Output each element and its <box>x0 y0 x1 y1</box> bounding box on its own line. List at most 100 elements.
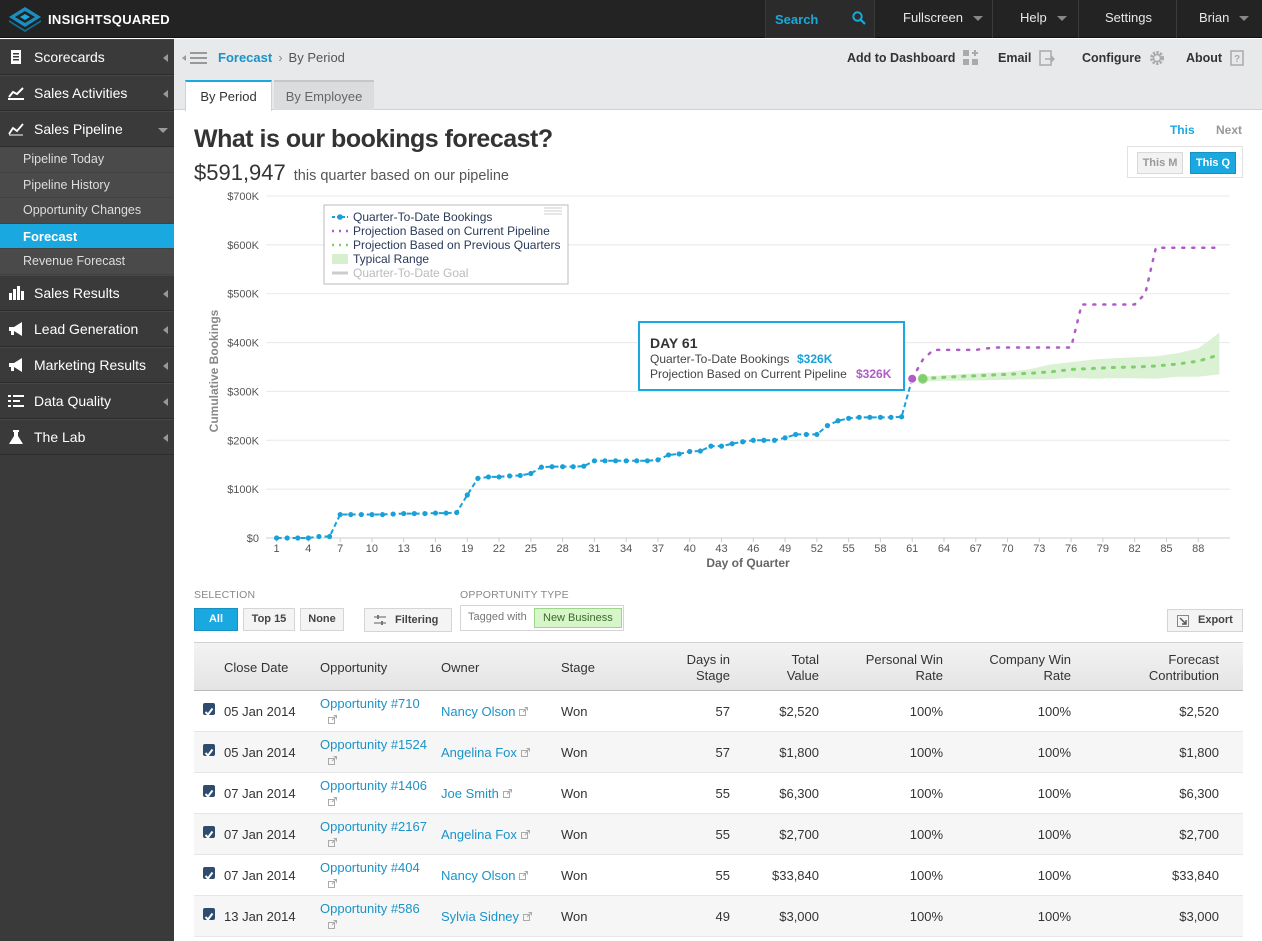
external-link-icon[interactable] <box>328 715 337 724</box>
sidebar-item-marketing-results[interactable]: Marketing Results <box>0 346 174 383</box>
col-personal-win-rate[interactable]: Personal Win Rate <box>823 652 943 684</box>
this-month-button[interactable]: This M <box>1137 152 1183 174</box>
select-top-15-button[interactable]: Top 15 <box>243 608 295 631</box>
sidebar-item-lead-generation[interactable]: Lead Generation <box>0 310 174 347</box>
owner-link[interactable]: Angelina Fox <box>441 827 530 842</box>
owner-link[interactable]: Joe Smith <box>441 786 512 801</box>
owner-link[interactable]: Nancy Olson <box>441 704 529 719</box>
owner-link[interactable]: Sylvia Sidney <box>441 909 533 924</box>
qtd-bookings-point <box>549 464 555 470</box>
period-this-link[interactable]: This <box>1169 123 1195 137</box>
settings-menu[interactable]: Settings <box>1079 0 1177 38</box>
opportunity-link[interactable]: Opportunity #404 <box>320 860 420 891</box>
sidebar-item-the-lab[interactable]: The Lab <box>0 418 174 455</box>
email-button[interactable]: Email <box>998 50 1056 66</box>
search-box[interactable]: Search <box>765 0 875 38</box>
external-link-icon[interactable] <box>523 912 533 921</box>
add-to-dashboard-button[interactable]: Add to Dashboard <box>847 50 979 66</box>
table-row[interactable]: 05 Jan 2014 Opportunity #710 Nancy Olson Wo… <box>194 691 1243 732</box>
external-link[interactable] <box>324 917 420 932</box>
row-checkbox[interactable] <box>203 785 215 799</box>
tab-by-period[interactable]: By Period <box>185 80 272 111</box>
owner-link[interactable]: Nancy Olson <box>441 868 529 883</box>
external-link-icon[interactable] <box>502 789 512 798</box>
export-button[interactable]: Export <box>1167 609 1243 632</box>
owner-link[interactable]: Angelina Fox <box>441 745 530 760</box>
search-icon[interactable] <box>852 11 866 25</box>
table-row[interactable]: 13 Jan 2014 Opportunity #586 Sylvia Sidney… <box>194 896 1243 937</box>
table-row[interactable]: 05 Jan 2014 Opportunity #1524 Angelina Fox… <box>194 732 1243 773</box>
sidebar-item-sales-pipeline[interactable]: Sales Pipeline <box>0 111 174 147</box>
user-menu[interactable]: Brian <box>1177 0 1262 38</box>
opportunity-link[interactable]: Opportunity #586 <box>320 901 420 932</box>
sidebar-item-sales-results[interactable]: Sales Results <box>0 274 174 311</box>
brand-logo[interactable]: INSIGHTSQUARED <box>8 6 170 32</box>
new-business-tag[interactable]: New Business <box>534 608 622 628</box>
col-opportunity[interactable]: Opportunity <box>320 660 388 675</box>
opportunity-link[interactable]: Opportunity #1524 <box>320 737 427 768</box>
external-link-icon[interactable] <box>328 879 337 888</box>
external-link[interactable] <box>324 835 427 850</box>
external-link-icon[interactable] <box>519 871 529 880</box>
this-quarter-button[interactable]: This Q <box>1190 152 1236 174</box>
period-next-link[interactable]: Next <box>1215 123 1242 137</box>
table-row[interactable]: 07 Jan 2014 Opportunity #404 Nancy Olson Wo… <box>194 855 1243 896</box>
row-checkbox[interactable] <box>203 826 215 840</box>
breadcrumb-forecast-link[interactable]: Forecast <box>218 50 273 65</box>
sidebar-subitem-opportunity-changes[interactable]: Opportunity Changes <box>0 198 174 224</box>
opportunity-link[interactable]: Opportunity #2167 <box>320 819 427 850</box>
opportunity-type-filter[interactable]: Tagged with New Business <box>460 605 624 631</box>
sidebar-item-scorecards[interactable]: Scorecards <box>0 39 174 75</box>
tab-by-employee[interactable]: By Employee <box>274 80 374 110</box>
checkmark-icon <box>204 789 214 799</box>
col-forecast-contribution[interactable]: Forecast Contribution <box>1099 652 1219 684</box>
col-days-in-stage[interactable]: Days in Stage <box>630 652 730 684</box>
col-company-win-rate[interactable]: Company Win Rate <box>951 652 1071 684</box>
table-row[interactable]: 07 Jan 2014 Opportunity #1406 Joe Smith Won… <box>194 773 1243 814</box>
sidebar-item-label: Sales Activities <box>34 85 128 101</box>
row-checkbox[interactable] <box>203 867 215 881</box>
row-checkbox[interactable] <box>203 908 215 922</box>
col-close-date[interactable]: Close Date <box>224 660 289 675</box>
external-link-icon[interactable] <box>328 797 337 806</box>
opportunity-link[interactable]: Opportunity #1406 <box>320 778 427 809</box>
help-menu[interactable]: Help <box>993 0 1079 38</box>
row-checkbox[interactable] <box>203 744 215 758</box>
external-link-icon[interactable] <box>328 920 337 929</box>
configure-button[interactable]: Configure <box>1082 50 1165 66</box>
opportunity-link[interactable]: Opportunity #710 <box>320 696 420 727</box>
external-link[interactable] <box>324 753 427 768</box>
external-link-icon[interactable] <box>520 748 530 757</box>
sidebar-subitem-pipeline-today[interactable]: Pipeline Today <box>0 147 174 173</box>
col-stage[interactable]: Stage <box>561 660 595 675</box>
external-link-icon[interactable] <box>519 707 529 716</box>
table-row[interactable]: 07 Jan 2014 Opportunity #2167 Angelina Fox… <box>194 814 1243 855</box>
sidebar-subitem-forecast[interactable]: Forecast <box>0 223 174 250</box>
fullscreen-label: Fullscreen <box>903 10 963 25</box>
sidebar-subitem-pipeline-history[interactable]: Pipeline History <box>0 172 174 199</box>
filtering-button[interactable]: Filtering <box>364 608 452 632</box>
col-total-value[interactable]: Total Value <box>719 652 819 684</box>
collapse-menu-icon[interactable] <box>182 51 208 65</box>
dashboard-add-icon <box>963 50 979 65</box>
external-link-icon[interactable] <box>328 756 337 765</box>
external-link-icon[interactable] <box>520 830 530 839</box>
fullscreen-menu[interactable]: Fullscreen <box>876 0 993 38</box>
select-all-button[interactable]: All <box>194 608 238 631</box>
sidebar-item-data-quality[interactable]: Data Quality <box>0 382 174 419</box>
sidebar-item-sales-activities[interactable]: Sales Activities <box>0 75 174 111</box>
row-checkbox[interactable] <box>203 703 215 717</box>
external-link-icon[interactable] <box>328 838 337 847</box>
external-link[interactable] <box>324 712 420 727</box>
sidebar-item-label: Sales Pipeline <box>34 121 123 137</box>
personal-win-rate-cell: 100% <box>909 868 943 883</box>
sidebar-subitem-revenue-forecast[interactable]: Revenue Forecast <box>0 249 174 275</box>
col-owner[interactable]: Owner <box>441 660 480 675</box>
external-link[interactable] <box>324 876 420 891</box>
external-link[interactable] <box>324 794 427 809</box>
personal-win-rate-cell: 100% <box>909 786 943 801</box>
x-tick-label: 22 <box>493 543 505 555</box>
select-none-button[interactable]: None <box>300 608 344 631</box>
total-value-cell: $2,520 <box>779 704 819 719</box>
about-button[interactable]: About ? <box>1186 50 1244 66</box>
